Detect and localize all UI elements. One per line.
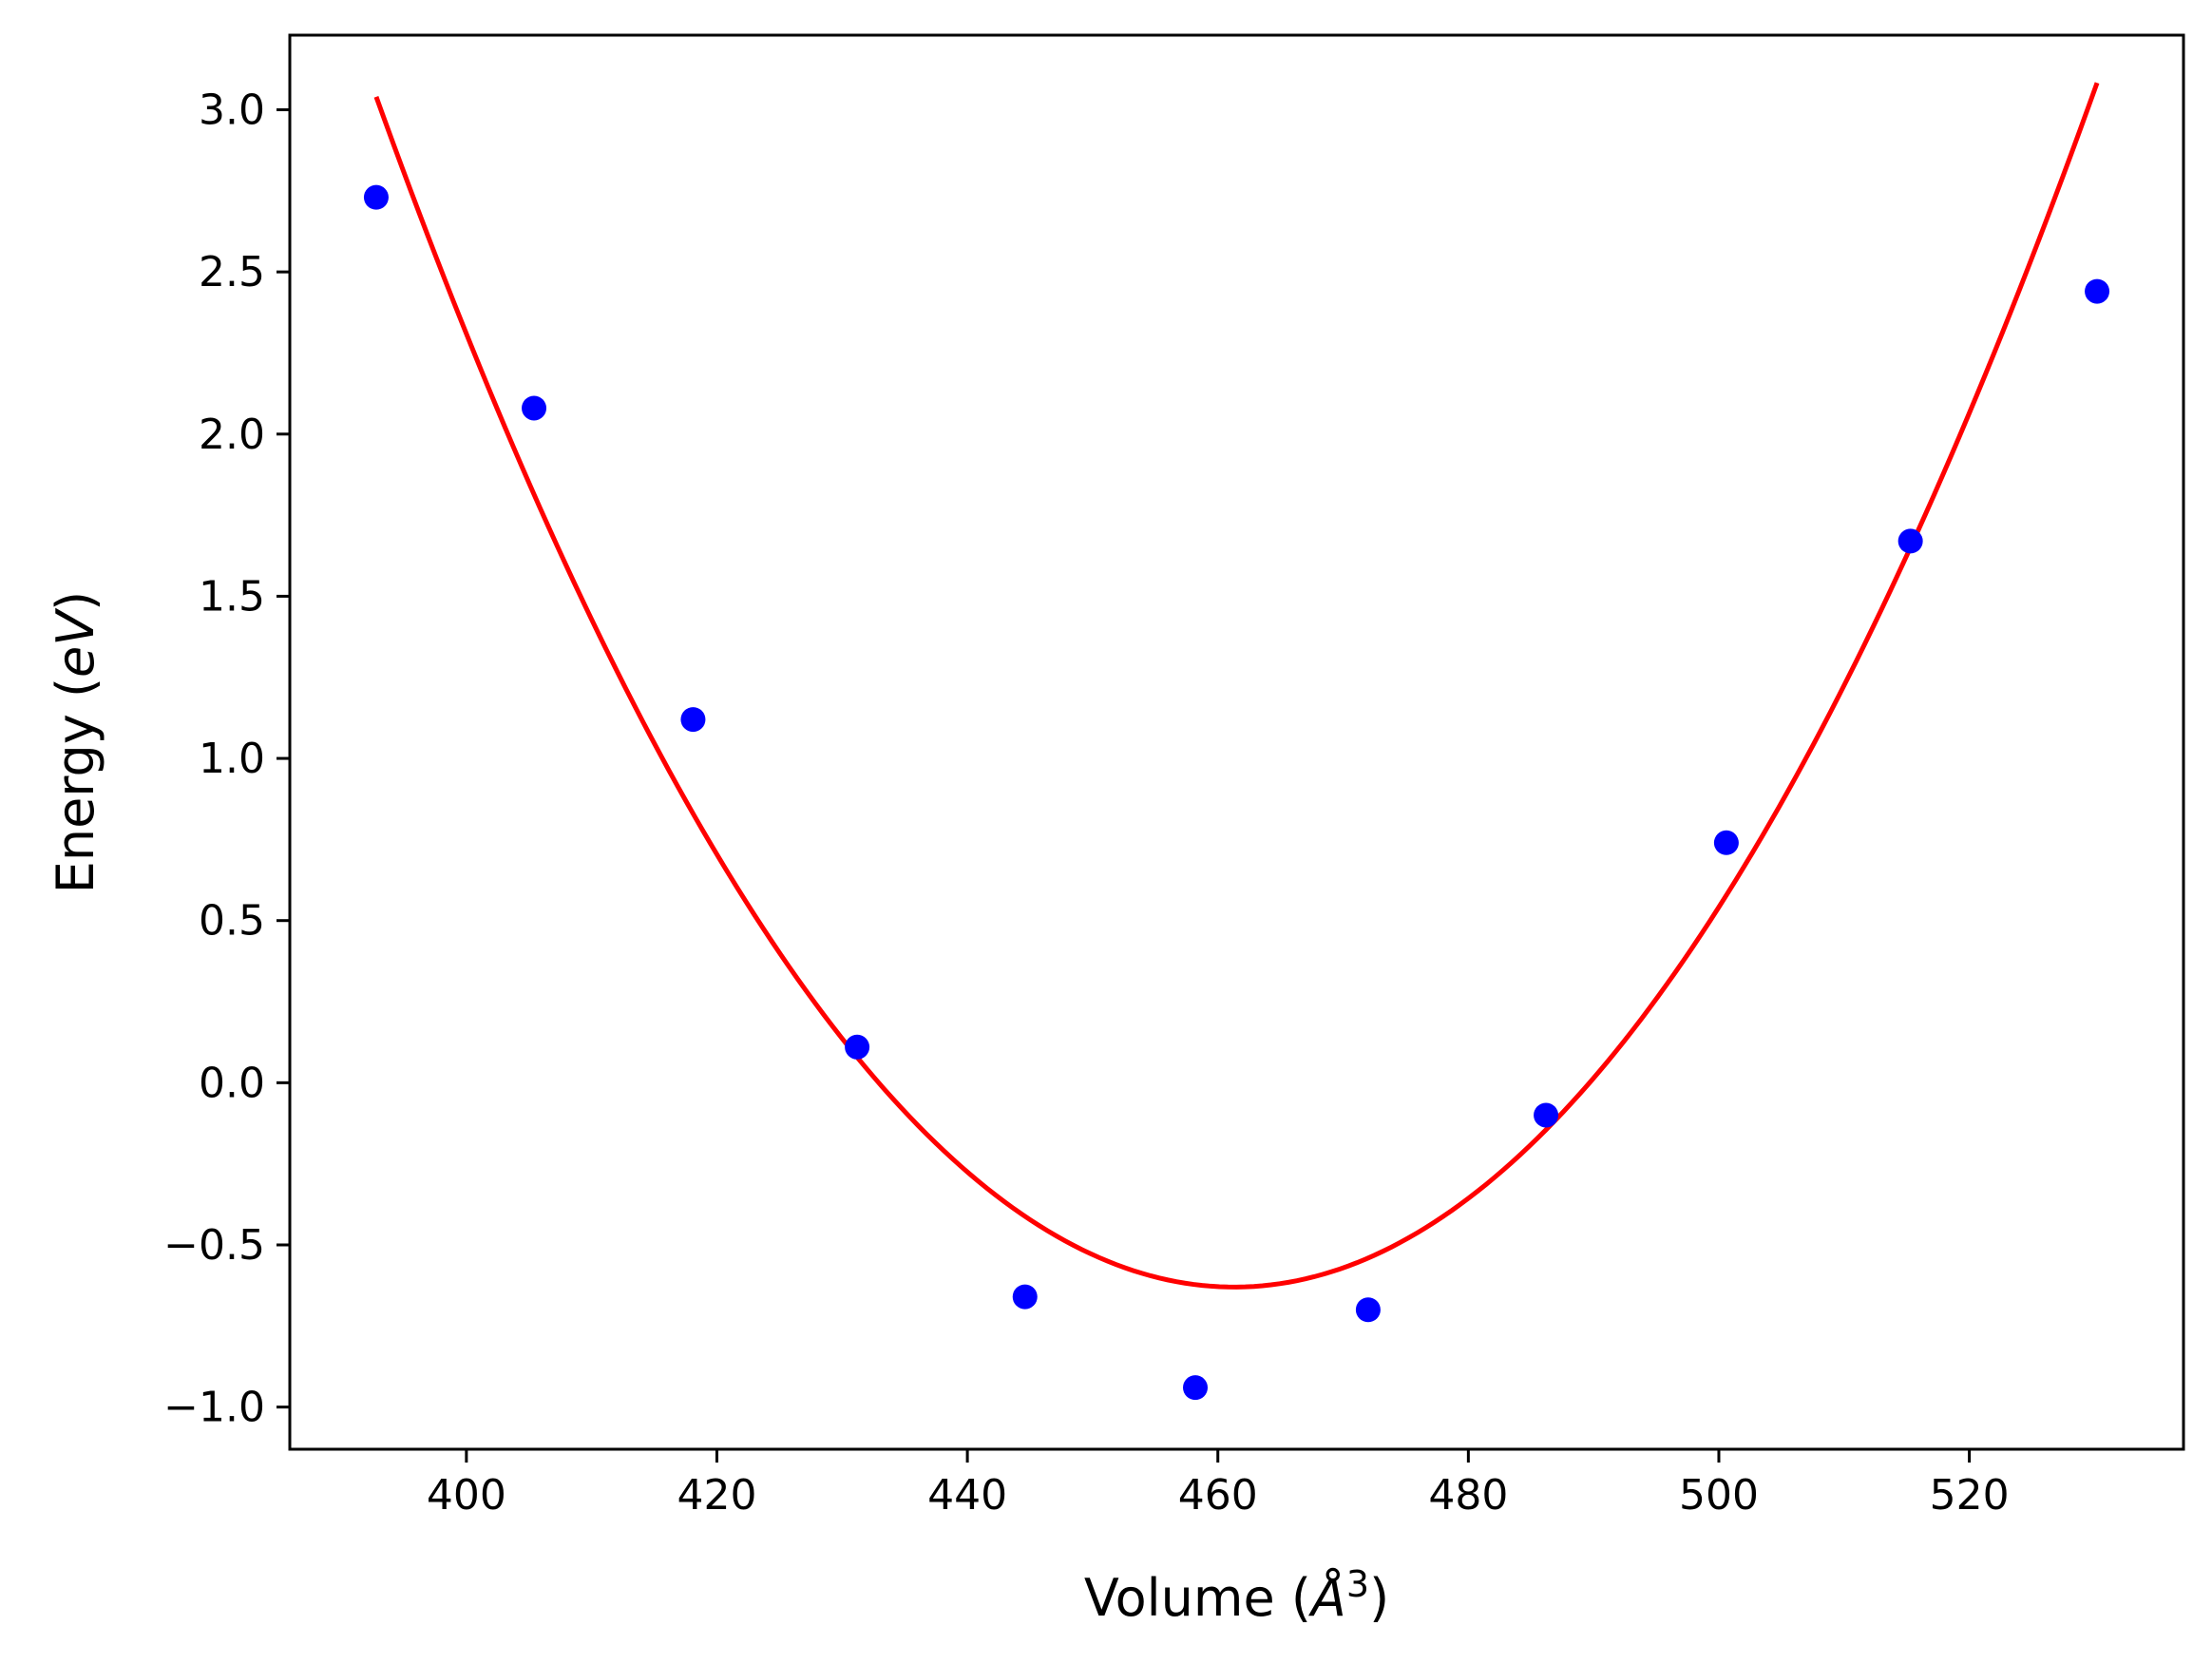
- y-tick-label: −1.0: [163, 1384, 265, 1432]
- data-point: [1183, 1375, 1209, 1401]
- x-tick-label: 400: [427, 1471, 506, 1520]
- y-tick-label: 0.0: [199, 1059, 265, 1107]
- y-tick-label: −0.5: [163, 1221, 265, 1270]
- x-tick-label: 420: [677, 1471, 756, 1520]
- y-tick-label: 1.0: [199, 735, 265, 783]
- x-axis-ticks: 400 420 440 460 480 500 520: [427, 1449, 2010, 1520]
- y-tick-label: 1.5: [199, 572, 265, 621]
- x-axis-title-symbol: Å: [1308, 1567, 1346, 1628]
- y-axis-title-symbol: eV: [46, 607, 105, 678]
- data-point: [1534, 1102, 1559, 1128]
- fit-curve: [373, 82, 2100, 1290]
- data-point: [522, 395, 547, 421]
- data-point: [680, 707, 706, 733]
- data-point: [363, 184, 389, 210]
- data-point: [1355, 1297, 1381, 1323]
- x-tick-label: 500: [1679, 1471, 1759, 1520]
- y-axis-title: Energy (eV): [46, 591, 105, 894]
- x-tick-label: 480: [1428, 1471, 1508, 1520]
- x-tick-label: 440: [927, 1471, 1007, 1520]
- x-tick-label: 520: [1930, 1471, 2010, 1520]
- fit-curve-layer: [373, 82, 2100, 1290]
- data-point: [1897, 528, 1923, 554]
- y-tick-label: 2.0: [199, 411, 265, 459]
- y-axis-title-suffix: ): [46, 591, 105, 611]
- y-axis-ticks: −1.0 −0.5 0.0 0.5 1.0 1.5 2.0 2.5 3.0: [163, 86, 290, 1432]
- x-axis-title: Volume (Å3): [1084, 1563, 1389, 1628]
- y-tick-label: 2.5: [199, 248, 265, 296]
- y-tick-label: 0.5: [199, 897, 265, 946]
- data-point: [1713, 830, 1739, 855]
- plot-area-frame: [288, 33, 2185, 1451]
- x-axis-title-suffix: ): [1369, 1568, 1389, 1628]
- data-point: [2085, 278, 2110, 304]
- y-axis-title-prefix: Energy (: [46, 678, 105, 893]
- x-tick-label: 460: [1178, 1471, 1258, 1520]
- x-axis-title-exponent: 3: [1346, 1563, 1369, 1605]
- data-point: [1012, 1284, 1038, 1310]
- data-point: [845, 1034, 870, 1060]
- y-tick-label: 3.0: [199, 86, 265, 134]
- x-axis-title-prefix: Volume (: [1084, 1568, 1311, 1628]
- scatter-points-layer: [363, 184, 2110, 1401]
